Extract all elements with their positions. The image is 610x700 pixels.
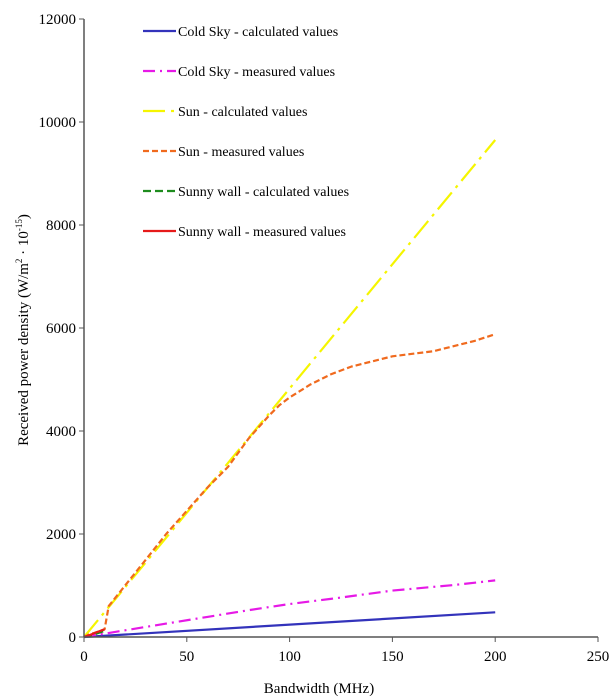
legend-label-6: Sunny wall - measured values xyxy=(178,225,346,240)
series-line-3 xyxy=(83,139,497,638)
y-tick-label: 12000 xyxy=(39,12,77,28)
x-tick-label: 50 xyxy=(179,649,194,665)
series-line-6 xyxy=(83,628,105,639)
x-tick-label: 150 xyxy=(381,649,404,665)
legend-label-2: Cold Sky - measured values xyxy=(178,65,335,80)
series-line-4 xyxy=(83,333,496,638)
y-tick-label: 8000 xyxy=(46,218,76,234)
x-tick-label: 250 xyxy=(587,649,610,665)
legend: Cold Sky - calculated values Cold Sky - m… xyxy=(143,25,349,240)
y-tick-label: 4000 xyxy=(46,424,76,440)
y-axis-title: Received power density (W/m2 · 10-15) xyxy=(14,214,32,446)
series-line-1 xyxy=(83,611,496,639)
y-tick-label: 2000 xyxy=(46,527,76,543)
x-axis-title: Bandwidth (MHz) xyxy=(264,681,374,697)
legend-label-1: Cold Sky - calculated values xyxy=(178,25,338,40)
y-tick-label: 0 xyxy=(69,630,77,646)
ticks: 0 50 100 150 200 250 0 2000 4000 6000 8000 10000 120… xyxy=(39,12,610,665)
y-tick-label: 6000 xyxy=(46,321,76,337)
legend-label-5: Sunny wall - calculated values xyxy=(178,185,349,200)
x-tick-label: 100 xyxy=(278,649,301,665)
y-axis-title-main: Received power density (W/m xyxy=(16,263,32,446)
x-tick-label: 200 xyxy=(484,649,507,665)
x-tick-label: 0 xyxy=(80,649,88,665)
y-axis-title-sup2: -15 xyxy=(14,219,24,231)
y-axis-title-mid: · 10 xyxy=(16,231,32,259)
y-tick-label: 10000 xyxy=(39,115,77,131)
y-axis-title-end: ) xyxy=(16,214,32,219)
y-axis-title-sup1: 2 xyxy=(14,259,24,264)
plot-area xyxy=(83,139,497,639)
legend-label-4: Sun - measured values xyxy=(178,145,304,160)
legend-label-3: Sun - calculated values xyxy=(178,105,307,120)
series-line-2 xyxy=(83,579,496,639)
